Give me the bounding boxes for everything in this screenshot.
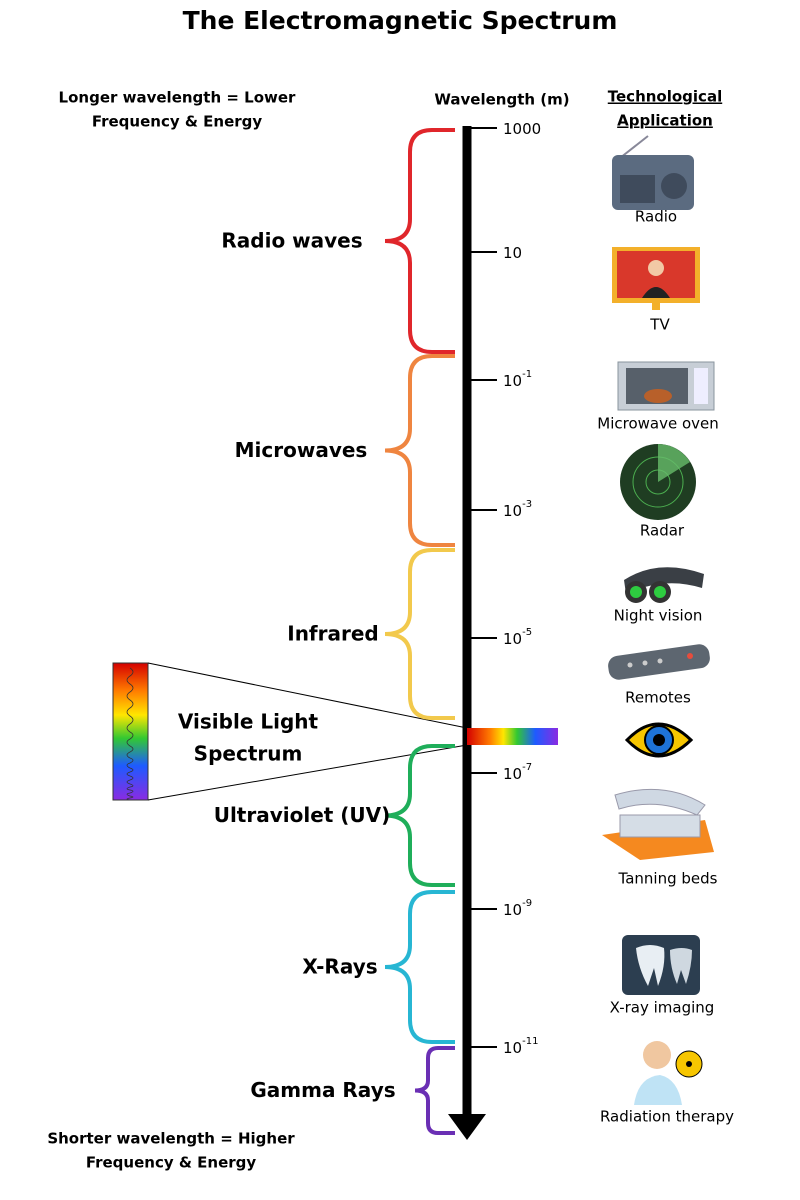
application-label: TV bbox=[649, 316, 670, 334]
band-brace bbox=[384, 548, 455, 720]
application-label: Radio bbox=[635, 208, 677, 226]
therapy-icon bbox=[634, 1041, 703, 1105]
zoom-line bbox=[147, 662, 468, 729]
tick-label: 10-9 bbox=[503, 898, 532, 919]
night-vision-icon bbox=[624, 567, 704, 603]
tick-exp: -7 bbox=[522, 762, 532, 773]
note-top: Longer wavelength = Lower bbox=[59, 89, 296, 107]
tick-exp: -5 bbox=[522, 627, 532, 638]
tick-base: 10 bbox=[503, 630, 522, 648]
band-brace bbox=[414, 1046, 455, 1135]
apps-header: Technological bbox=[608, 88, 722, 106]
visible-band bbox=[467, 728, 558, 745]
tick-exp: -1 bbox=[522, 369, 532, 380]
axis-arrow bbox=[448, 1114, 486, 1140]
tick-label: 1000 bbox=[503, 120, 541, 138]
visible-spectrum bbox=[112, 662, 149, 801]
band-brace bbox=[384, 744, 455, 887]
eye-icon bbox=[624, 722, 694, 758]
tick-base: 10 bbox=[503, 901, 522, 919]
radar-icon bbox=[620, 444, 696, 520]
application-label: Radiation therapy bbox=[600, 1108, 734, 1126]
band-brace bbox=[384, 128, 455, 354]
band-label: Radio waves bbox=[221, 229, 362, 253]
tick-label: 10-1 bbox=[503, 369, 532, 390]
tick-label: 10 bbox=[503, 244, 522, 262]
band-label: Spectrum bbox=[194, 742, 303, 766]
band-label: X-Rays bbox=[302, 955, 377, 979]
apps-header: Application bbox=[617, 112, 713, 130]
tv-icon bbox=[612, 247, 700, 310]
title: The Electromagnetic Spectrum bbox=[183, 6, 618, 35]
tick-label: 10-11 bbox=[503, 1036, 538, 1057]
tick-base: 10 bbox=[503, 372, 522, 390]
tick-exp: -9 bbox=[522, 898, 532, 909]
band-label: Ultraviolet (UV) bbox=[214, 803, 391, 827]
application-label: Radar bbox=[640, 522, 685, 540]
tick-label: 10-5 bbox=[503, 627, 532, 648]
tanning-bed-icon bbox=[602, 788, 714, 860]
note-bottom: Frequency & Energy bbox=[86, 1154, 257, 1172]
radio-icon bbox=[612, 135, 694, 210]
band-brace bbox=[384, 890, 455, 1044]
application-label: Microwave oven bbox=[597, 415, 719, 433]
band-label: Visible Light bbox=[178, 710, 319, 734]
tick-base: 10 bbox=[503, 502, 522, 520]
wave bbox=[126, 667, 134, 801]
tick-exp: -3 bbox=[522, 499, 532, 510]
tick-base: 10 bbox=[503, 765, 522, 783]
note-bottom: Shorter wavelength = Higher bbox=[47, 1130, 295, 1148]
tick-base: 10 bbox=[503, 244, 522, 262]
axis-label: Wavelength (m) bbox=[434, 91, 569, 109]
band-brace bbox=[384, 354, 455, 547]
band-label: Infrared bbox=[287, 622, 378, 646]
application-label: Night vision bbox=[614, 607, 703, 625]
application-label: X-ray imaging bbox=[610, 999, 715, 1017]
tick-base: 10 bbox=[503, 1039, 522, 1057]
xray-icon bbox=[622, 935, 700, 995]
band-label: Gamma Rays bbox=[250, 1078, 395, 1102]
microwave-icon bbox=[617, 361, 715, 411]
band-label: Microwaves bbox=[235, 438, 368, 462]
note-top: Frequency & Energy bbox=[92, 113, 263, 131]
tick-exp: -11 bbox=[522, 1036, 538, 1047]
application-label: Remotes bbox=[625, 689, 691, 707]
remote-icon bbox=[608, 644, 710, 680]
tick-base: 1000 bbox=[503, 120, 541, 138]
tick-label: 10-3 bbox=[503, 499, 532, 520]
tick-label: 10-7 bbox=[503, 762, 532, 783]
application-label: Tanning beds bbox=[618, 870, 718, 888]
